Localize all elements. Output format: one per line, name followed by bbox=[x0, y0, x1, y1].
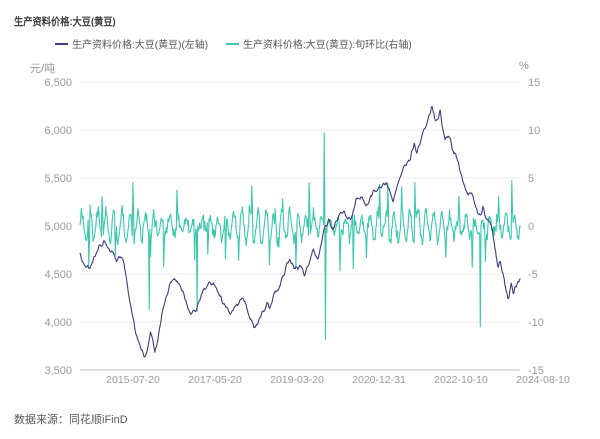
svg-text:5,500: 5,500 bbox=[44, 173, 72, 185]
svg-text:2015-07-20: 2015-07-20 bbox=[106, 374, 160, 386]
svg-text:5,000: 5,000 bbox=[44, 221, 72, 233]
svg-text:-5: -5 bbox=[528, 269, 538, 281]
svg-text:15: 15 bbox=[528, 77, 540, 89]
svg-text:5: 5 bbox=[528, 173, 534, 185]
svg-text:6,500: 6,500 bbox=[44, 77, 72, 89]
svg-text:4,500: 4,500 bbox=[44, 269, 72, 281]
svg-text:2022-10-10: 2022-10-10 bbox=[434, 374, 488, 386]
svg-text:4,000: 4,000 bbox=[44, 317, 72, 329]
svg-text:-10: -10 bbox=[528, 317, 544, 329]
svg-text:6,000: 6,000 bbox=[44, 125, 72, 137]
svg-text:3,500: 3,500 bbox=[44, 365, 72, 377]
svg-text:2024-08-10: 2024-08-10 bbox=[516, 374, 570, 386]
svg-text:2017-05-20: 2017-05-20 bbox=[188, 374, 242, 386]
svg-text:2020-12-31: 2020-12-31 bbox=[352, 374, 406, 386]
svg-text:10: 10 bbox=[528, 125, 540, 137]
svg-text:0: 0 bbox=[528, 221, 534, 233]
svg-text:2019-03-20: 2019-03-20 bbox=[270, 374, 324, 386]
